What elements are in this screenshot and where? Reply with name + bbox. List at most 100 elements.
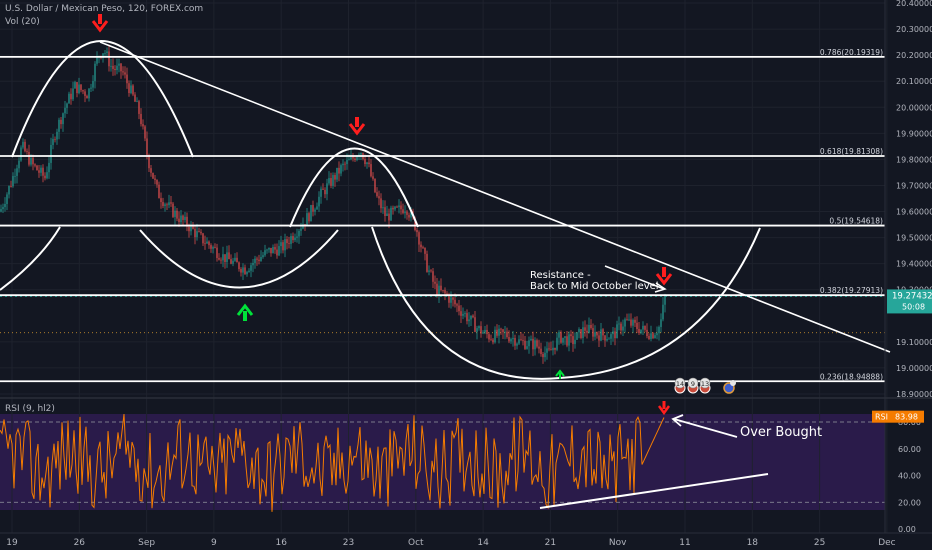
candle-body [464, 313, 466, 314]
candle-body [646, 329, 648, 337]
candle-body [54, 138, 56, 140]
candle-body [514, 338, 516, 346]
candle-body [396, 206, 398, 208]
candle-body [664, 295, 666, 305]
resistance-line-1: Resistance - [530, 270, 591, 281]
candle-body [70, 93, 72, 100]
candle-body [292, 236, 294, 241]
candle-body [280, 242, 282, 247]
candle-body [518, 339, 520, 344]
candle-body [176, 210, 178, 219]
candle-body [58, 119, 60, 132]
fib-level-label: 0.786(20.19319) [820, 48, 883, 57]
volume-indicator-label[interactable]: Vol (20) [5, 17, 40, 27]
candle-body [328, 178, 330, 184]
candle-body [142, 124, 144, 127]
price-tick-label: 19.00000 [896, 364, 932, 373]
candle-body [608, 338, 610, 340]
candle-body [118, 63, 120, 66]
economic-events[interactable]: 14 9 13 [674, 377, 736, 394]
event-flag-icon[interactable]: 14 [674, 377, 686, 394]
candle-body [442, 290, 444, 291]
candle-body [444, 290, 446, 294]
descending-trendline [99, 41, 891, 353]
candle-body [632, 319, 634, 326]
arrow-down-icon [655, 267, 673, 286]
candle-body [194, 228, 196, 238]
candle-body [314, 209, 316, 212]
candle-body [586, 330, 588, 333]
candle-body [136, 101, 138, 103]
symbol-title[interactable]: U.S. Dollar / Mexican Peso, 120, FOREX.c… [5, 4, 204, 14]
candle-body [326, 183, 328, 195]
candle-body [14, 175, 16, 177]
candle-body [528, 340, 530, 347]
candle-body [80, 84, 82, 91]
arrow-down-icon [657, 401, 671, 416]
candle-body [656, 333, 658, 336]
candle-body [434, 281, 436, 284]
candle-body [374, 178, 376, 193]
rsi-indicator-label[interactable]: RSI (9, hl2) [5, 404, 55, 414]
candle-body [562, 337, 564, 343]
candle-body [162, 202, 164, 206]
candle-body [402, 209, 404, 214]
resistance-line-2: Back to Mid October level [530, 281, 659, 292]
candle-body [574, 339, 576, 345]
candle-body [618, 323, 620, 325]
candle-body [164, 204, 166, 206]
candle-body [472, 315, 474, 318]
cup-arc-left-edge [0, 226, 61, 291]
candle-body [486, 329, 488, 335]
candle-body [622, 326, 624, 331]
candle-body [320, 188, 322, 197]
candle-body [456, 304, 458, 306]
candle-body [252, 262, 254, 266]
candle-body [340, 165, 342, 174]
candle-body [248, 270, 250, 272]
candle-body [236, 257, 238, 263]
dividend-event-icon[interactable] [723, 380, 736, 394]
cup-arc-right-bottom [371, 226, 761, 380]
candle-body [538, 346, 540, 349]
candle-body [580, 329, 582, 338]
candle-body [12, 176, 14, 187]
candle-body [330, 178, 332, 186]
candle-body [212, 247, 214, 249]
event-flag-icon[interactable]: 9 [687, 377, 699, 394]
candle-body [424, 247, 426, 254]
overbought-pointer-head [671, 414, 684, 427]
candle-body [322, 188, 324, 190]
price-tick-label: 19.90000 [896, 129, 932, 138]
candle-body [404, 211, 406, 214]
candle-body [430, 270, 432, 272]
candle-body [188, 226, 190, 232]
candle-body [134, 94, 136, 102]
candle-body [124, 72, 126, 75]
candle-body [114, 68, 116, 71]
candle-body [380, 198, 382, 209]
candle-body [428, 270, 430, 272]
candle-body [140, 113, 142, 125]
candle-body [410, 211, 412, 218]
candle-body [332, 175, 334, 186]
candle-body [158, 184, 160, 199]
candle-body [452, 297, 454, 300]
fib-level-label: 0.618(19.81308) [820, 147, 883, 156]
candle-body [558, 332, 560, 338]
candle-body [392, 207, 394, 210]
candle-body [644, 325, 646, 330]
candle-body [638, 329, 640, 334]
candle-body [662, 304, 664, 320]
candle-body [300, 228, 302, 231]
candle-body [500, 328, 502, 330]
candle-body [198, 231, 200, 232]
candle-body [418, 232, 420, 245]
event-flag-icon[interactable]: 13 [699, 377, 711, 394]
candle-body [478, 326, 480, 329]
candle-body [548, 348, 550, 350]
rsi-tick-label: 0.00 [898, 525, 916, 534]
price-tick-label: 18.90000 [896, 390, 932, 399]
candle-body [496, 329, 498, 336]
